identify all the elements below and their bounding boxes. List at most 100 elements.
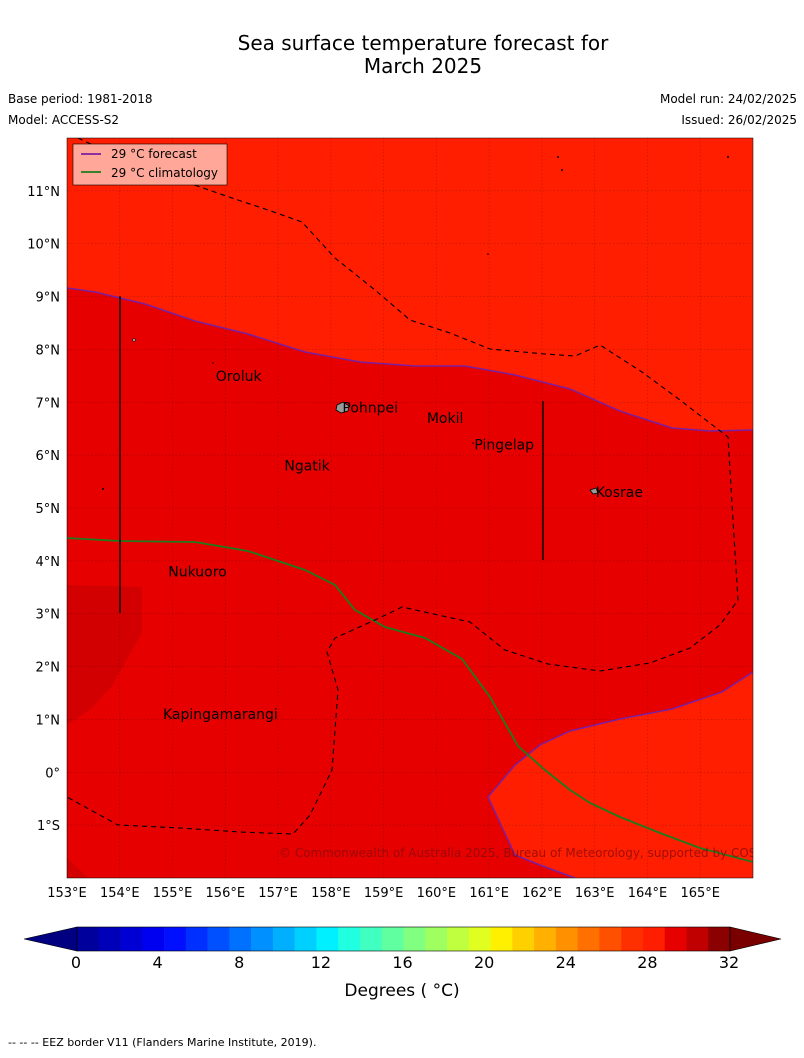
colorbar-segment [599, 927, 622, 951]
colorbar-segment [229, 927, 252, 951]
longitude-tick-label: 161°E [469, 886, 509, 901]
longitude-tick-label: 157°E [258, 886, 298, 901]
forecast-contour-south [487, 671, 753, 878]
chart-title: Sea surface temperature forecast for Mar… [0, 32, 804, 78]
place-label: Kapingamarangi [163, 707, 278, 723]
longitude-tick-label: 165°E [680, 886, 720, 901]
place-label: Pingelap [474, 438, 534, 454]
colorbar-tick-label: 0 [71, 953, 81, 972]
place-labels: Oroluk Pohnpei Mokil Pingelap Ngatik Kosrae Nu… [163, 369, 643, 723]
longitude-tick-label: 153°E [47, 886, 87, 901]
colorbar-segment [359, 927, 383, 951]
colorbar-segment [272, 927, 295, 951]
colorbar-segment [490, 927, 513, 951]
island-small [487, 253, 489, 255]
map-area: Oroluk Pohnpei Mokil Pingelap Ngatik Kosrae Nu… [67, 138, 753, 878]
longitude-tick-label: 163°E [575, 886, 615, 901]
colorbar-segment [251, 927, 274, 951]
latitude-tick-label: 8°N [36, 343, 61, 358]
colorbar-segment [621, 927, 644, 951]
islands [102, 156, 729, 571]
colorbar-segment [534, 927, 557, 951]
longitude-tick-label: 158°E [311, 886, 351, 901]
island-kosrae [589, 487, 599, 495]
longitude-tick-label: 160°E [417, 886, 457, 901]
legend-forecast-label: 29 °C forecast [111, 147, 197, 161]
colorbar-tick-label: 24 [556, 953, 576, 972]
title-line-2: March 2025 [363, 54, 483, 78]
island-small [102, 488, 104, 490]
colorbar-segment [164, 927, 187, 951]
colorbar-segment [664, 927, 687, 951]
colorbar-tick-label: 28 [637, 953, 657, 972]
longitude-tick-label: 155°E [153, 886, 193, 901]
colorbar-segment [403, 927, 426, 951]
colorbar-segment [185, 927, 208, 951]
colorbar-segment [338, 927, 361, 951]
sst-region-dark [67, 585, 142, 725]
latitude-labels: 11°N 10°N 9°N 8°N 7°N 6°N 5°N 4°N 3°N 2°N 1°N 0° 1°S [27, 185, 60, 834]
colorbar-segment [381, 927, 404, 951]
island-small [472, 442, 474, 444]
latitude-tick-label: 4°N [36, 555, 61, 570]
eez-footnote: -- -- -- EEZ border V11 (Flanders Marine… [8, 1036, 317, 1049]
colorbar-segment [207, 927, 230, 951]
place-label: Nukuoro [168, 564, 226, 580]
legend-box [72, 143, 228, 186]
latitude-tick-label: 11°N [27, 185, 60, 200]
model-run: Model run: 24/02/2025 [659, 92, 797, 106]
colorbar-segment [686, 927, 709, 951]
island-small [561, 169, 563, 171]
sst-region-mid [67, 288, 753, 878]
place-label: Kosrae [596, 485, 643, 501]
latitude-tick-label: 1°N [36, 713, 61, 728]
colorbar-segment [98, 927, 121, 951]
colorbar-tick-label: 8 [234, 953, 244, 972]
longitude-tick-label: 164°E [628, 886, 668, 901]
eez-borders [67, 138, 739, 835]
colorbar-max-extension [729, 926, 782, 952]
latitude-tick-label: 2°N [36, 661, 61, 676]
longitude-tick-label: 159°E [364, 886, 404, 901]
place-label: Oroluk [216, 369, 263, 385]
map-frame [66, 137, 754, 879]
colorbar-tick-label: 16 [392, 953, 412, 972]
island-small [132, 338, 136, 342]
place-label: Pohnpei [342, 401, 398, 417]
title-line-1: Sea surface temperature forecast for [237, 31, 609, 55]
longitude-labels: 153°E 154°E 155°E 156°E 157°E 158°E 159°E 160°E… [47, 886, 720, 901]
colorbar-segment [120, 927, 143, 951]
colorbar-tick-label: 12 [311, 953, 331, 972]
latitude-tick-label: 10°N [27, 238, 60, 253]
colorbar-segment [316, 927, 339, 951]
longitude-tick-label: 162°E [522, 886, 562, 901]
latitude-tick-label: 9°N [36, 291, 61, 306]
island-small [557, 156, 559, 158]
latitude-tick-label: 3°N [36, 608, 61, 623]
colorbar [23, 926, 782, 952]
colorbar-tick-label: 4 [153, 953, 163, 972]
latitude-tick-label: 1°S [37, 819, 60, 834]
colorbar-segment [77, 927, 100, 951]
latitude-tick-label: 0° [45, 766, 60, 781]
latitude-tick-label: 5°N [36, 502, 61, 517]
colorbar-segment [512, 927, 535, 951]
island-small [727, 156, 729, 158]
colorbar-segment [708, 927, 731, 951]
grid-lines [67, 138, 753, 878]
sst-region-dark-corner [67, 858, 88, 878]
colorbar-segment [577, 927, 600, 951]
climatology-contour [67, 537, 753, 863]
colorbar-segment [447, 927, 470, 951]
longitude-tick-label: 156°E [206, 886, 246, 901]
colorbar-segment [468, 927, 491, 951]
colorbar-segment [642, 927, 665, 951]
colorbar-tick-labels: 0 4 8 12 16 20 24 28 32 [71, 953, 739, 972]
island-small [212, 362, 214, 364]
colorbar-segment [555, 927, 578, 951]
latitude-tick-label: 6°N [36, 449, 61, 464]
island-small [171, 569, 173, 571]
colorbar-min-extension [23, 926, 78, 952]
longitude-tick-label: 154°E [100, 886, 140, 901]
place-label: Ngatik [284, 459, 330, 475]
